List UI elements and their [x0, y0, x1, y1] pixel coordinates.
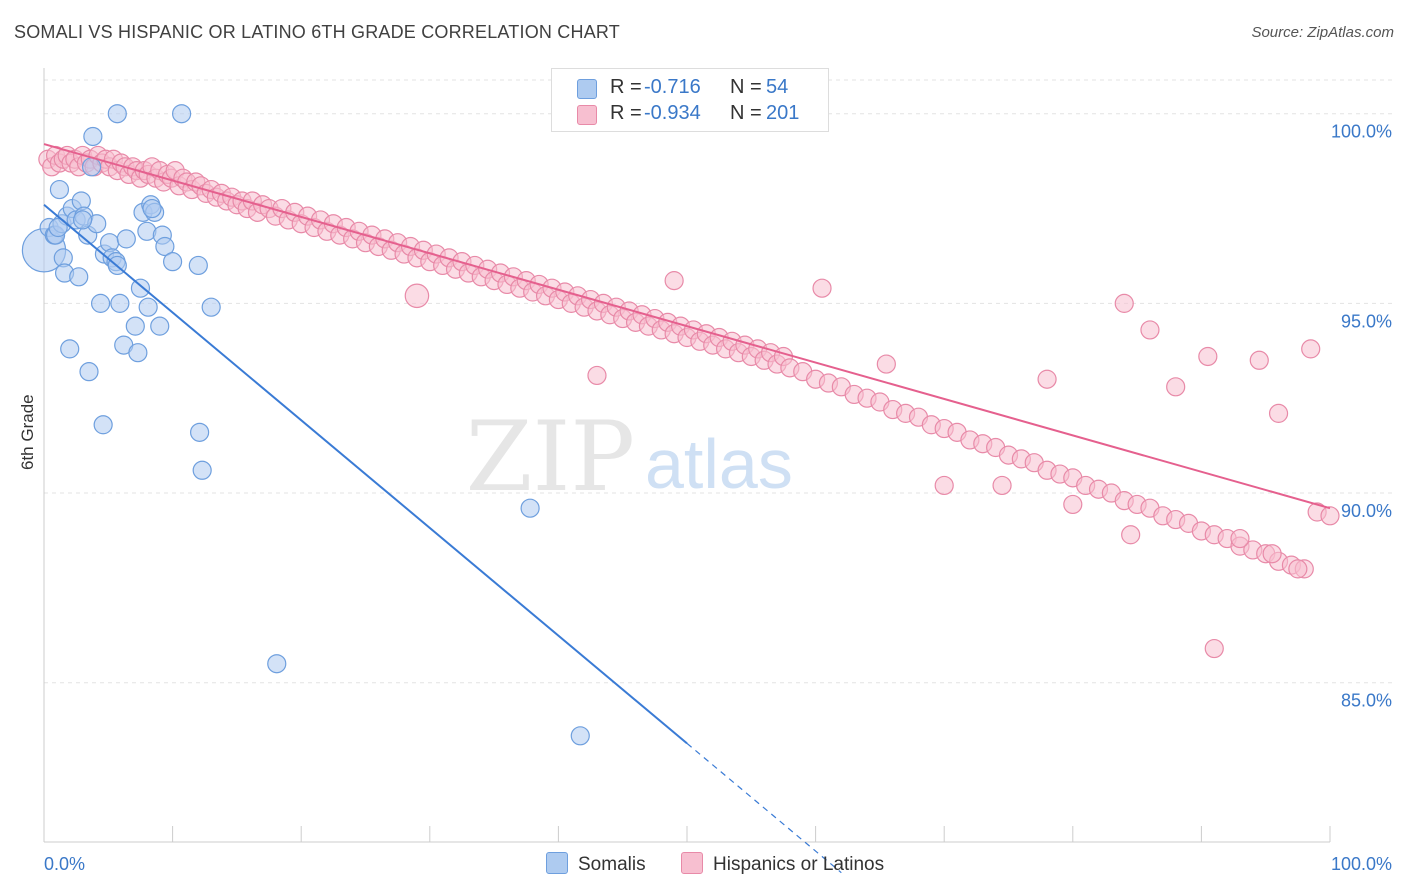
y-tick-label: 90.0%	[1341, 501, 1392, 521]
somalis-legend-swatch	[546, 852, 568, 874]
data-point	[60, 339, 80, 359]
legend-item-somalis: Somalis	[546, 852, 646, 876]
watermark-zip: ZIP	[466, 401, 635, 513]
hispanics-legend-label: Hispanics or Latinos	[713, 854, 885, 875]
trend-lines	[43, 143, 1331, 874]
data-point	[192, 460, 212, 480]
data-point	[404, 283, 430, 309]
hispanic-points	[38, 145, 1340, 659]
chart-title: SOMALI VS HISPANIC OR LATINO 6TH GRADE C…	[14, 22, 620, 42]
data-point	[812, 278, 832, 298]
x-tick-label: 100.0%	[1331, 854, 1392, 874]
somali-n-value: 54	[766, 76, 789, 98]
data-point	[1114, 293, 1134, 313]
data-point	[125, 316, 145, 336]
data-point	[1301, 339, 1321, 359]
data-point	[1320, 506, 1340, 526]
hispanic-trend-line	[43, 143, 1331, 510]
data-point	[876, 354, 896, 374]
data-point	[1121, 525, 1141, 545]
watermark-atlas: atlas	[645, 425, 793, 503]
data-point	[1204, 638, 1224, 659]
watermark: ZIP atlas	[466, 401, 793, 513]
data-point	[1063, 494, 1083, 515]
hispanics-legend-swatch	[681, 852, 703, 874]
stats-legend: R = -0.716 N = 54 R = -0.934 N = 201	[551, 68, 829, 132]
data-point	[90, 293, 111, 313]
data-point	[1262, 544, 1282, 564]
somalis-legend-label: Somalis	[578, 854, 646, 875]
hispanic-swatch	[577, 105, 597, 125]
data-point	[992, 475, 1012, 496]
data-point	[79, 362, 99, 382]
data-point	[1037, 369, 1057, 389]
data-point	[188, 255, 208, 276]
data-point	[110, 293, 130, 313]
data-point	[1198, 346, 1218, 367]
y-tick-label: 95.0%	[1341, 311, 1392, 331]
legend-item-hispanics: Hispanics or Latinos	[681, 852, 884, 876]
somali-points	[21, 104, 590, 746]
data-point	[1288, 559, 1308, 579]
data-point	[107, 104, 127, 124]
data-point	[72, 210, 93, 230]
data-point	[1230, 528, 1250, 549]
data-point	[142, 198, 162, 219]
data-point	[520, 498, 540, 518]
data-point	[128, 343, 148, 363]
hispanic-n-label: N =	[730, 102, 762, 124]
legend-row-hispanic: R = -0.934 N = 201	[552, 100, 828, 128]
y-axis-label: 6th Grade	[18, 394, 37, 470]
data-point	[934, 475, 954, 496]
gridlines	[44, 79, 1392, 684]
data-point	[1166, 377, 1186, 397]
data-point	[664, 271, 684, 291]
data-point	[570, 726, 590, 746]
somali-r-value: -0.716	[644, 76, 701, 98]
data-point	[155, 236, 175, 257]
somali-trend-line	[43, 203, 688, 745]
data-point	[587, 365, 607, 386]
somali-n-label: N =	[730, 76, 762, 98]
data-point	[150, 316, 170, 336]
data-point	[81, 157, 102, 177]
data-point	[83, 126, 103, 147]
data-point	[267, 654, 287, 674]
data-point	[1140, 320, 1160, 340]
legend-row-somali: R = -0.716 N = 54	[552, 74, 828, 102]
hispanic-r-label: R =	[610, 102, 642, 124]
data-point	[49, 179, 70, 200]
somali-trend-extension	[686, 742, 842, 874]
y-tick-label: 85.0%	[1341, 691, 1392, 711]
somali-r-label: R =	[610, 76, 642, 98]
data-point	[48, 217, 68, 238]
data-point	[1249, 350, 1269, 370]
axes	[43, 68, 1331, 843]
x-tick-label: 0.0%	[44, 854, 85, 874]
data-point	[116, 229, 136, 249]
source-label: Source: ZipAtlas.com	[1251, 24, 1394, 41]
data-point	[172, 104, 192, 124]
data-point	[130, 278, 151, 298]
data-point	[201, 297, 221, 317]
y-tick-label: 100.0%	[1331, 122, 1392, 142]
hispanic-n-value: 201	[766, 102, 800, 124]
data-point	[163, 252, 183, 272]
hispanic-r-value: -0.934	[644, 102, 701, 124]
data-point	[138, 297, 158, 317]
data-point	[93, 415, 113, 435]
tick-labels: 85.0% 90.0% 95.0% 100.0% 0.0% 100.0%	[44, 122, 1392, 874]
somali-swatch	[577, 79, 597, 99]
data-point	[1268, 403, 1289, 423]
data-point	[69, 267, 89, 287]
data-point	[190, 422, 210, 442]
